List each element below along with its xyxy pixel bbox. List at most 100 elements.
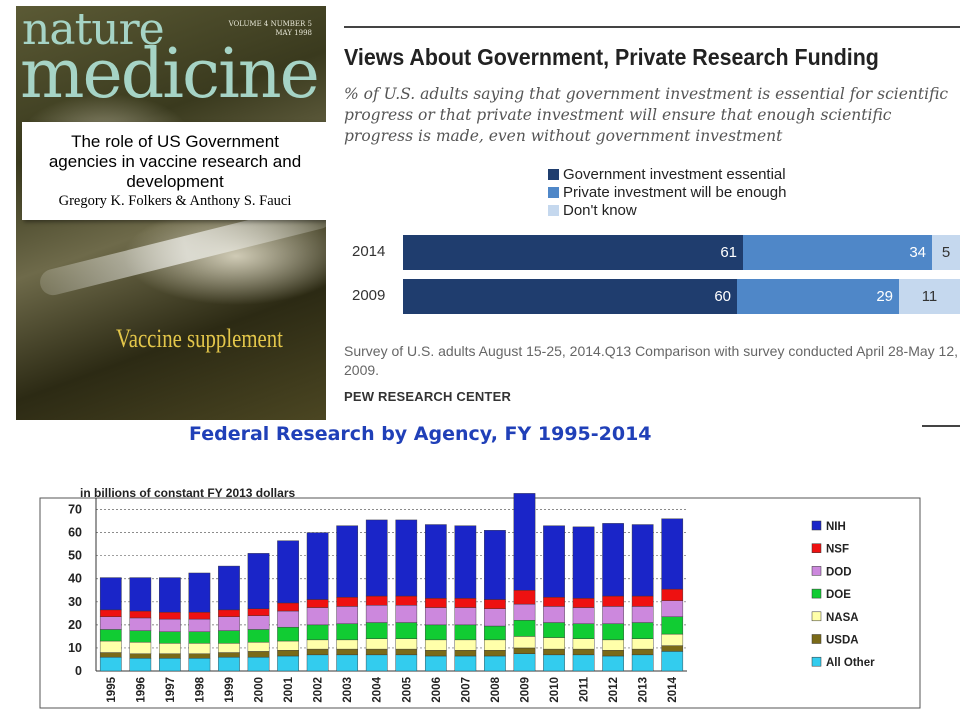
federal-chart-title: Federal Research by Agency, FY 1995-2014 <box>189 423 652 445</box>
federal-bar-segment <box>661 518 684 590</box>
federal-bar-segment <box>336 525 359 598</box>
federal-bar-segment <box>572 654 595 672</box>
federal-bar-segment <box>129 653 152 659</box>
federal-bar-segment <box>484 625 506 641</box>
federal-bar-segment <box>159 643 181 654</box>
federal-legend-label: NASA <box>826 612 859 624</box>
federal-bar-segment <box>602 655 624 672</box>
cover-article-title: The role of US Government agencies in va… <box>22 132 326 192</box>
federal-bar-segment <box>513 620 536 637</box>
federal-y-tick-label: 40 <box>68 572 82 586</box>
federal-bar-segment <box>277 640 299 651</box>
federal-bar-segment <box>188 658 211 672</box>
federal-bar-segment <box>277 650 299 657</box>
federal-x-tick-label: 1998 <box>194 676 206 702</box>
federal-bar-segment <box>543 648 565 656</box>
federal-bar-segment <box>247 656 270 672</box>
federal-x-tick-label: 2014 <box>667 676 679 702</box>
pew-legend-item: Private investment will be enough <box>548 183 786 201</box>
federal-bar-segment <box>159 653 181 659</box>
federal-bar-segment <box>306 654 329 672</box>
federal-x-tick-label: 2002 <box>313 677 325 703</box>
pew-legend-label: Government investment essential <box>563 165 786 183</box>
federal-x-tick-label: 2001 <box>283 676 295 702</box>
federal-legend-swatch <box>811 634 822 644</box>
federal-bar-segment <box>365 605 388 623</box>
federal-bar-segment <box>572 623 595 639</box>
pew-bar-segment: 60 <box>403 279 737 314</box>
federal-bar-segment <box>247 608 270 616</box>
federal-bar-segment <box>572 526 595 599</box>
federal-x-tick-label: 2007 <box>460 677 472 703</box>
pew-bar-segment: 61 <box>403 235 743 270</box>
federal-bar-segment <box>99 629 122 642</box>
federal-y-tick-label: 70 <box>68 503 82 517</box>
federal-x-tick-label: 1999 <box>224 677 236 703</box>
federal-bar-segment <box>661 651 684 672</box>
federal-bar-segment <box>129 617 152 631</box>
federal-x-tick-label: 1996 <box>135 677 147 703</box>
federal-bar-segment <box>543 596 565 607</box>
federal-bar-segment <box>602 606 624 624</box>
federal-bar-segment <box>247 651 270 658</box>
federal-bar-segment <box>454 650 477 657</box>
federal-bar-segment <box>395 595 418 606</box>
federal-bar-segment <box>484 599 506 609</box>
federal-bar-segment <box>218 616 240 631</box>
side-rule <box>922 425 960 427</box>
pew-bar-segment: 11 <box>899 279 960 314</box>
pew-chart-note: Survey of U.S. adults August 15-25, 2014… <box>344 343 958 378</box>
federal-bar-segment <box>277 610 299 628</box>
federal-bar-segment <box>188 572 211 613</box>
federal-y-tick-label: 30 <box>68 595 82 609</box>
federal-bar-segment <box>631 638 654 650</box>
federal-bar-segment <box>129 577 152 612</box>
pew-top-rule <box>344 26 960 28</box>
federal-x-tick-label: 2010 <box>549 677 561 703</box>
federal-bar-segment <box>631 606 654 623</box>
federal-x-tick-label: 1997 <box>165 677 177 703</box>
federal-bar-segment <box>99 656 122 672</box>
federal-y-tick-label: 10 <box>68 641 82 655</box>
federal-bar-segment <box>395 519 418 597</box>
supplement-label: Vaccine supplement <box>116 324 283 353</box>
pew-legend-label: Private investment will be enough <box>563 183 787 201</box>
federal-bar-segment <box>277 626 299 642</box>
federal-bar-segment <box>277 602 299 612</box>
federal-bar-segment <box>631 622 654 639</box>
pew-legend-swatch <box>548 204 559 216</box>
federal-bar-segment <box>602 595 624 607</box>
federal-bar-segment <box>454 525 477 599</box>
title-line-2: agencies in vaccine research and <box>48 152 302 171</box>
federal-x-tick-label: 2004 <box>372 676 384 702</box>
federal-bar-segment <box>218 630 240 644</box>
federal-bar-segment <box>188 618 211 632</box>
federal-bar-segment <box>99 652 122 658</box>
federal-bar-segment <box>188 643 211 654</box>
federal-bar-segment <box>277 655 299 672</box>
federal-bar-segment <box>424 639 447 651</box>
federal-bar-segment <box>365 648 388 656</box>
federal-bar-segment <box>218 656 240 672</box>
federal-x-tick-label: 2003 <box>342 677 354 703</box>
pew-legend-swatch <box>548 186 559 198</box>
federal-bar-segment <box>306 639 329 650</box>
federal-bar-segment <box>395 654 418 672</box>
pew-legend: Government investment essential Private i… <box>548 165 786 219</box>
federal-y-axis-label: in billions of constant FY 2013 dollars <box>80 486 295 500</box>
federal-bar-segment <box>129 658 152 672</box>
masthead-nature: nature <box>22 6 165 55</box>
federal-bar-segment <box>661 645 684 652</box>
federal-legend-swatch <box>811 520 822 531</box>
federal-chart-frame <box>39 497 921 709</box>
federal-legend-swatch <box>811 566 822 576</box>
pew-year-label: 2014 <box>352 243 386 260</box>
federal-bar-segment <box>247 553 270 609</box>
pew-legend-swatch <box>548 168 559 180</box>
federal-bar-segment <box>336 654 359 672</box>
federal-bar-segment <box>218 643 240 653</box>
federal-bar-segment <box>159 618 181 632</box>
federal-bar-segment <box>572 598 595 608</box>
federal-y-tick-label: 0 <box>75 664 82 678</box>
magazine-cover: nature medicine VOLUME 4 NUMBER 5 MAY 19… <box>16 6 326 420</box>
